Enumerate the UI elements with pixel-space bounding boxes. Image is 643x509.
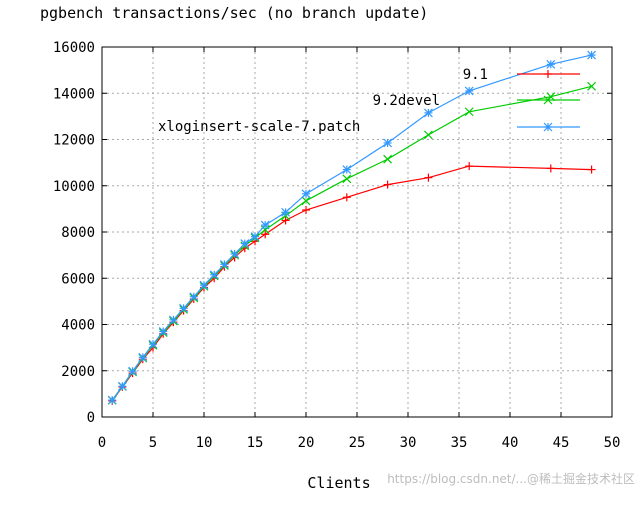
x-tick-label: 15	[247, 435, 264, 451]
data-point	[189, 292, 199, 302]
data-point	[301, 196, 311, 206]
data-point	[117, 381, 127, 391]
y-tick-label: 2000	[61, 364, 95, 380]
data-point	[260, 220, 270, 230]
data-point	[128, 366, 138, 376]
y-tick-label: 12000	[53, 133, 95, 149]
data-point	[546, 59, 556, 69]
data-point	[230, 249, 240, 259]
data-point	[383, 138, 393, 148]
data-point	[342, 174, 352, 184]
y-tick-label: 16000	[53, 40, 95, 56]
x-tick-label: 50	[604, 435, 621, 451]
series-line-2	[111, 54, 592, 401]
data-point	[383, 154, 393, 164]
x-tick-label: 30	[400, 435, 417, 451]
data-point	[199, 280, 209, 290]
data-point	[301, 189, 311, 199]
data-point	[464, 107, 474, 117]
data-point	[158, 327, 168, 336]
legend-label: 9.2devel	[373, 93, 440, 109]
watermark: https://blog.csdn.net/...@稀土掘金技术社区	[387, 472, 635, 486]
y-tick-label: 4000	[61, 318, 95, 334]
y-tick-label: 6000	[61, 271, 95, 287]
y-tick-label: 0	[87, 410, 95, 426]
data-point	[281, 207, 291, 217]
data-point	[464, 86, 474, 96]
x-axis-label: Clients	[307, 474, 370, 492]
data-point	[148, 339, 158, 349]
data-point	[423, 108, 433, 118]
y-tick-label: 8000	[61, 225, 95, 241]
data-point	[587, 81, 597, 91]
x-tick-label: 25	[349, 435, 366, 451]
x-tick-label: 35	[451, 435, 468, 451]
data-point	[168, 315, 178, 325]
legend-label: 9.1	[463, 67, 488, 83]
y-tick-label: 10000	[53, 179, 95, 195]
data-point	[543, 122, 553, 132]
data-point	[250, 232, 260, 242]
data-point	[179, 303, 189, 313]
data-point	[107, 395, 117, 405]
x-tick-label: 40	[502, 435, 519, 451]
x-tick-label: 0	[98, 435, 106, 451]
x-tick-label: 20	[298, 435, 315, 451]
data-point	[342, 165, 352, 174]
data-point	[219, 259, 229, 269]
x-tick-label: 45	[553, 435, 570, 451]
series-line-0	[111, 165, 592, 402]
data-point	[587, 50, 597, 60]
x-tick-label: 10	[196, 435, 213, 451]
annotation-label: xloginsert-scale-7.patch	[158, 119, 360, 135]
data-point	[543, 95, 553, 105]
data-point	[240, 239, 250, 248]
x-tick-label: 5	[149, 435, 157, 451]
data-point	[423, 130, 433, 140]
data-point	[138, 352, 148, 362]
chart-title: pgbench transactions/sec (no branch upda…	[40, 4, 429, 22]
y-tick-label: 14000	[53, 86, 95, 102]
data-point	[209, 270, 219, 280]
